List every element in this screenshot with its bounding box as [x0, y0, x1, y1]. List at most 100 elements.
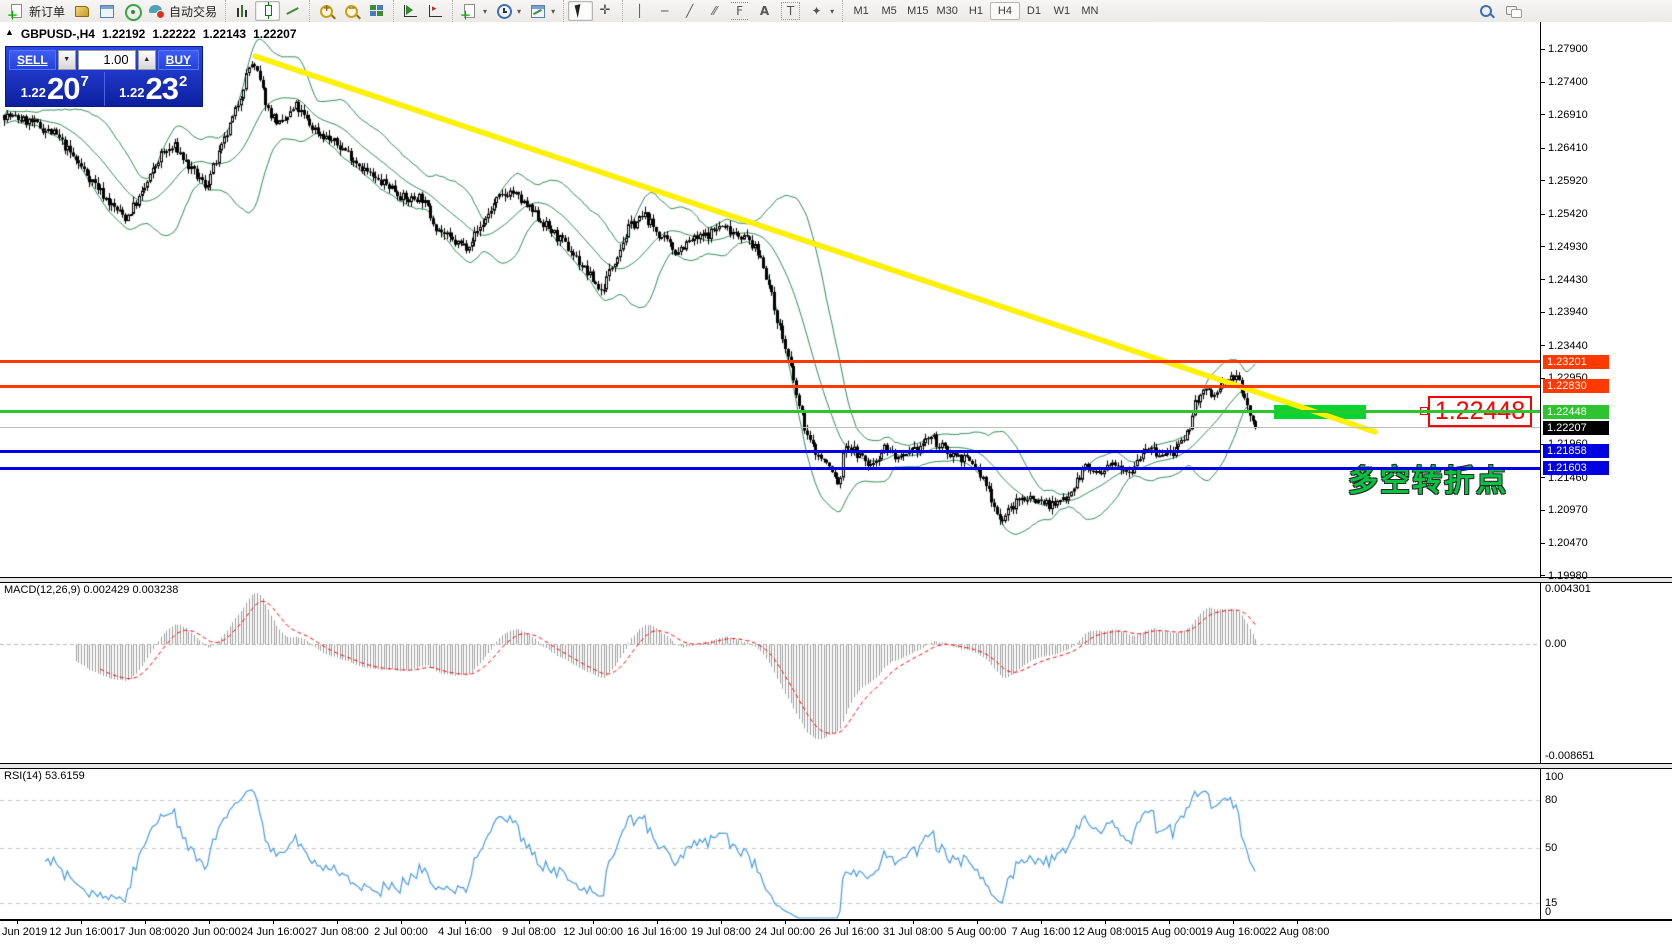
sell-button[interactable]: SELL [9, 50, 56, 70]
buy-price-big: 23 [145, 71, 178, 106]
time-tick [849, 920, 850, 924]
periods-button[interactable]: ▾ [491, 1, 525, 21]
trendline-button[interactable]: ╱ [677, 1, 702, 21]
window-icon [98, 3, 115, 19]
price-line-label: 1.21858 [1543, 444, 1609, 459]
buy-price[interactable]: 1.22 23 2 [105, 72, 203, 106]
zoom-out-button[interactable]: − [339, 1, 364, 21]
volume-decrease-button[interactable]: ▼ [57, 50, 76, 70]
timeframe-d1[interactable]: D1 [1026, 5, 1041, 17]
time-tick [1233, 920, 1234, 924]
price-tick-label: 1.23940 [1548, 306, 1588, 319]
horizontal-price-line[interactable] [0, 466, 1540, 470]
bar-chart-button[interactable] [230, 1, 255, 21]
timeframe-m30[interactable]: M30 [936, 5, 958, 17]
one-click-trading-widget: SELL ▼ 1.00 ▲ BUY 1.22 20 7 1.22 23 2 [5, 46, 203, 107]
new-order-button[interactable]: ＋ 新订单 [4, 1, 69, 21]
time-tick [977, 920, 978, 924]
autotrading-button[interactable]: 自动交易 [144, 1, 221, 21]
horizontal-price-line[interactable] [0, 410, 1540, 414]
shapes-icon: ✦ [811, 4, 822, 18]
templates-button[interactable]: ▾ [525, 1, 559, 21]
volume-increase-button[interactable]: ▲ [137, 50, 156, 70]
ohlc-low: 1.22143 [202, 27, 247, 41]
channel-button[interactable]: ⁄⁄ [702, 1, 727, 21]
tile-windows-button[interactable] [364, 1, 389, 21]
zoom-out-icon: − [343, 3, 360, 19]
auto-scroll-button[interactable] [398, 1, 423, 21]
chart-shift-button[interactable]: ▸ [423, 1, 448, 21]
turning-point-note[interactable]: 多空转折点 [1348, 465, 1508, 498]
time-tick [593, 920, 594, 924]
text-button[interactable]: A [752, 1, 777, 21]
zoom-in-button[interactable]: + [314, 1, 339, 21]
horizontal-price-line[interactable] [0, 427, 1540, 429]
chat-icon[interactable] [1505, 3, 1522, 19]
new-order-icon: ＋ [7, 3, 25, 21]
price-tick-label: 1.24430 [1548, 273, 1588, 286]
time-tick [1297, 920, 1298, 924]
volume-input[interactable]: 1.00 [77, 50, 136, 70]
ohlc-open: 1.22192 [101, 27, 146, 41]
navigator-button[interactable] [94, 1, 119, 21]
indicators-button[interactable]: ＋ ▾ [457, 1, 491, 21]
time-tick [17, 920, 18, 924]
horizontal-price-line[interactable] [0, 360, 1540, 364]
channel-icon: ⁄⁄ [712, 4, 717, 18]
toolbar-group-charttype [225, 0, 309, 22]
price-line-label: 1.23201 [1543, 354, 1609, 369]
rsi-panel-splitter[interactable] [0, 763, 1672, 769]
price-tick [1540, 246, 1545, 248]
buy-button[interactable]: BUY [157, 50, 199, 70]
horizontal-price-line[interactable] [0, 384, 1540, 388]
candlestick-chart-button[interactable] [255, 1, 281, 21]
timeframe-m15[interactable]: M15 [907, 5, 929, 17]
autotrading-label: 自动交易 [169, 4, 218, 19]
rsi-label: RSI(14) 53.6159 [4, 770, 85, 782]
timeframe-m5[interactable]: M5 [881, 5, 897, 17]
search-icon[interactable] [1478, 3, 1495, 19]
vline-icon: │ [635, 4, 644, 18]
time-tick-label: 16 Jul 16:00 [627, 926, 687, 938]
text-icon: A [759, 4, 770, 18]
shapes-button[interactable]: ✦ ▾ [804, 1, 838, 21]
market-watch-button[interactable] [69, 1, 94, 21]
timeframe-mn[interactable]: MN [1081, 5, 1099, 17]
chart-canvas[interactable] [0, 22, 1672, 947]
toolbar-group-cursor: ✛ [563, 0, 622, 22]
rsi-axis-label: 15 [1545, 897, 1558, 910]
symbol-name: GBPUSD-,H4 [20, 27, 95, 41]
signals-button[interactable] [119, 1, 144, 21]
ohlc-expander-icon[interactable]: ▲ [5, 27, 14, 37]
time-tick [913, 920, 914, 924]
timeframe-m1[interactable]: M1 [853, 5, 869, 17]
price-tick-label: 1.23440 [1548, 339, 1588, 352]
template-icon [529, 3, 546, 19]
price-tick-label: 1.20470 [1548, 537, 1588, 550]
horizontal-price-line[interactable] [0, 449, 1540, 453]
macd-panel-splitter[interactable] [0, 577, 1672, 583]
timeframe-h4[interactable]: H4 [989, 2, 1020, 20]
line-chart-button[interactable] [280, 1, 305, 21]
crosshair-button[interactable]: ✛ [593, 1, 618, 21]
time-axis-border [0, 919, 1672, 921]
fibonacci-button[interactable]: F [727, 1, 752, 21]
time-tick-label: 12 Jul 00:00 [563, 926, 623, 938]
rsi-axis-label: 0 [1545, 906, 1552, 918]
text-label-button[interactable]: T [777, 1, 804, 21]
sell-price[interactable]: 1.22 20 7 [6, 72, 105, 106]
time-tick-label: 22 Aug 08:00 [1264, 926, 1330, 938]
horizontal-line-button[interactable]: ─ [652, 1, 677, 21]
macd-label: MACD(12,26,9) 0.002429 0.003238 [4, 584, 179, 596]
time-tick-label: 24 Jul 00:00 [755, 926, 815, 938]
timeframe-h1[interactable]: H1 [968, 5, 983, 17]
cursor-button[interactable] [568, 1, 594, 21]
price-tick [1540, 443, 1545, 445]
price-tick-label: 1.27400 [1548, 76, 1588, 89]
vertical-line-button[interactable]: │ [627, 1, 652, 21]
price-tick [1540, 180, 1545, 182]
price-tick [1540, 213, 1545, 215]
price-tick-label: 1.19980 [1548, 569, 1588, 582]
timeframe-w1[interactable]: W1 [1053, 5, 1071, 17]
